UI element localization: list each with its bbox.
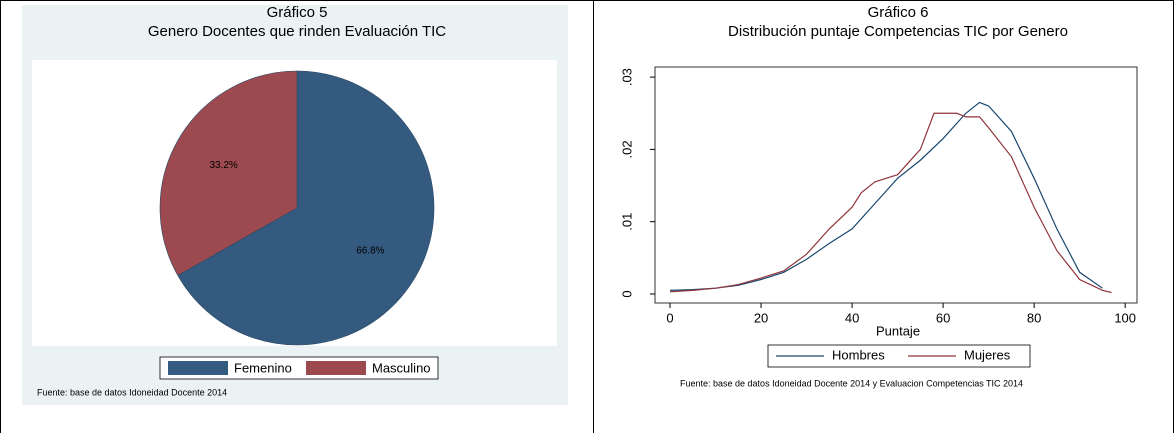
x-tick-label: 60: [936, 310, 950, 325]
legend-swatch: [168, 361, 228, 375]
x-axis-label: Puntaje: [876, 323, 920, 338]
pie-slice: [177, 70, 435, 346]
legend-swatch: [306, 361, 366, 375]
x-tick-label: 40: [845, 310, 859, 325]
note: Fuente: base de datos Idoneidad Docente …: [37, 387, 227, 397]
x-tick-label: 20: [754, 310, 768, 325]
density-line: [670, 101, 1103, 291]
data-label: 66.8%: [356, 245, 384, 256]
x-tick-label: 100: [1114, 310, 1136, 325]
data-label: 33.2%: [209, 160, 237, 171]
chart-subtitle: Distribución puntaje Competencias TIC po…: [728, 23, 1068, 40]
chart-title: Gráfico 6: [868, 4, 929, 21]
pie-slice: [159, 70, 298, 276]
y-tick-label: .01: [619, 213, 634, 231]
y-tick-label: .03: [619, 68, 634, 86]
chart-subtitle: Genero Docentes que rinden Evaluación TI…: [148, 23, 446, 40]
x-tick-label: 0: [666, 310, 673, 325]
legend-label: Masculino: [372, 360, 431, 375]
x-tick-label: 80: [1027, 310, 1041, 325]
legend-label: Mujeres: [964, 347, 1011, 362]
chart-title: Gráfico 5: [267, 4, 328, 21]
legend-label: Hombres: [832, 347, 885, 362]
note: Fuente: base de datos Idoneidad Docente …: [680, 378, 1023, 388]
legend: [767, 344, 1031, 368]
plot-area: [654, 66, 1138, 304]
density-line: [669, 112, 1112, 294]
y-tick-label: 0: [619, 290, 634, 297]
legend-label: Femenino: [234, 360, 292, 375]
y-tick-label: .02: [619, 140, 634, 158]
legend: [159, 356, 439, 380]
